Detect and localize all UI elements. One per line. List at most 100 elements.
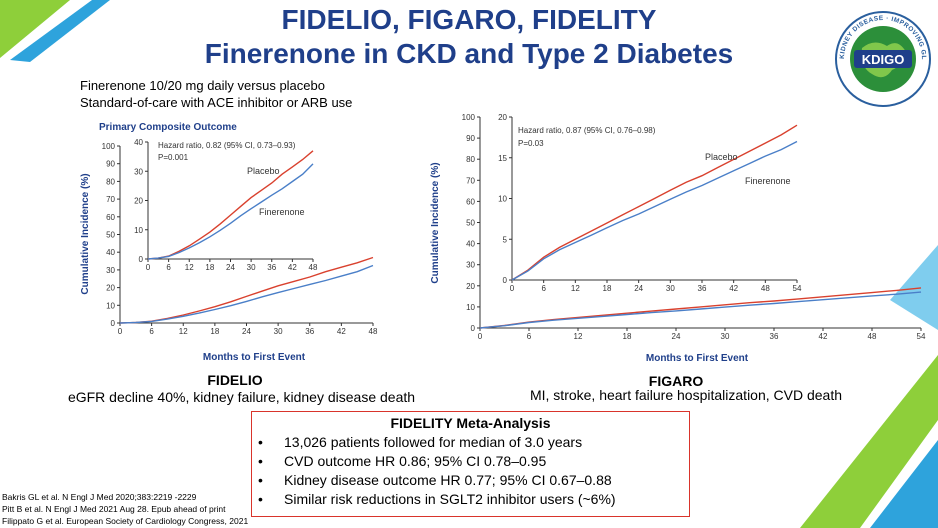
figaro-ylabel: Cumulative Incidence (%) xyxy=(430,162,441,283)
fidelio-main-line-finerenone xyxy=(119,264,374,324)
fidelio-inset-x-tick-label: 48 xyxy=(309,263,318,272)
figaro-legend-finerenone: Finerenone xyxy=(745,176,791,186)
figaro-main-y-tick-label: 70 xyxy=(466,176,475,185)
fidelio-inset-y-tick-label: 30 xyxy=(134,167,143,176)
figaro-main-x-tick-label: 6 xyxy=(527,332,532,341)
kdigo-logo: KDIGO KIDNEY DISEASE · IMPROVING GLOBAL … xyxy=(832,8,931,107)
deco-green-top xyxy=(0,0,70,58)
fidelio-main-x-tick-label: 18 xyxy=(210,327,219,336)
figaro-main-line-finerenone xyxy=(479,291,922,329)
slide-title-line2: Finerenone in CKD and Type 2 Diabetes xyxy=(204,38,734,69)
figaro-main-y-tick-label: 0 xyxy=(471,324,476,333)
figaro-inset-x-tick-label: 36 xyxy=(698,284,707,293)
bullet-marker: • xyxy=(258,472,263,488)
figaro-inset-x-tick-label: 48 xyxy=(761,284,770,293)
fidelio-label: FIDELIO xyxy=(207,372,263,388)
meta-bullet-text: Similar risk reductions in SGLT2 inhibit… xyxy=(284,491,616,507)
bullet-marker: • xyxy=(258,434,263,450)
figaro-inset-annotation-p: P=0.03 xyxy=(518,139,544,148)
fidelio-inset-plot: 0 10 20 30 40 0 6 12 18 24 30 36 42 48 xyxy=(134,138,318,272)
meta-bullet-item: • 13,026 patients followed for median of … xyxy=(258,434,582,451)
fidelio-inset-x-tick-label: 30 xyxy=(247,263,256,272)
fidelio-main-x-tick-label: 30 xyxy=(274,327,283,336)
figaro-main-x-tick-label: 24 xyxy=(672,332,681,341)
figaro-main-x-tick-label: 30 xyxy=(721,332,730,341)
figaro-main-x-tick-label: 42 xyxy=(819,332,828,341)
figaro-inset-line-finerenone xyxy=(511,140,798,281)
reference-filippato: Filippato G et al. European Society of C… xyxy=(2,516,249,526)
figaro-main-y-tick-label: 40 xyxy=(466,240,475,249)
fidelio-description: eGFR decline 40%, kidney failure, kidney… xyxy=(67,389,416,405)
fidelio-ylabel: Cumulative Incidence (%) xyxy=(80,173,91,294)
figaro-main-x-tick-label: 18 xyxy=(623,332,632,341)
logo-text: KDIGO xyxy=(862,52,905,67)
fidelio-main-y-tick-label: 20 xyxy=(106,284,115,293)
figaro-main-y-tick-label: 20 xyxy=(466,282,475,291)
fidelity-meta-title: FIDELITY Meta-Analysis xyxy=(390,415,551,431)
meta-bullet-text: 13,026 patients followed for median of 3… xyxy=(284,434,583,450)
fidelio-main-x-tick-label: 24 xyxy=(242,327,251,336)
fidelio-main-y-tick-label: 10 xyxy=(106,301,115,310)
fidelio-main-y-tick-label: 50 xyxy=(106,231,115,240)
fidelio-inset-y-tick-label: 20 xyxy=(134,197,143,206)
reference-pitt: Pitt B et al. N Engl J Med 2021 Aug 28. … xyxy=(2,504,226,514)
intro-soc-text: Standard-of-care with ACE inhibitor or A… xyxy=(80,95,353,110)
reference-bakris: Bakris GL et al. N Engl J Med 2020;383:2… xyxy=(2,492,197,502)
figaro-main-line-placebo xyxy=(479,287,922,329)
figaro-legend-placebo: Placebo xyxy=(705,152,738,162)
fidelio-inset-x-tick-label: 12 xyxy=(185,263,194,272)
fidelio-chart-title: Primary Composite Outcome xyxy=(99,122,237,133)
fidelio-main-x-tick-label: 36 xyxy=(305,327,314,336)
figaro-inset-x-tick-label: 30 xyxy=(666,284,675,293)
fidelio-main-y-tick-label: 80 xyxy=(106,177,115,186)
figaro-inset-x-tick-label: 0 xyxy=(510,284,515,293)
deco-blue-bottom-right xyxy=(870,440,938,528)
meta-bullet-item: • CVD outcome HR 0.86; 95% CI 0.78–0.95 xyxy=(258,453,546,470)
fidelio-inset-x-tick-label: 18 xyxy=(205,263,214,272)
fidelio-main-y-tick-label: 0 xyxy=(111,319,116,328)
figaro-main-y-tick-label: 60 xyxy=(466,197,475,206)
fidelio-legend-placebo: Placebo xyxy=(247,166,280,176)
figaro-xlabel: Months to First Event xyxy=(646,353,749,364)
meta-bullet-text: CVD outcome HR 0.86; 95% CI 0.78–0.95 xyxy=(284,453,547,469)
figaro-inset-x-tick-label: 12 xyxy=(571,284,580,293)
figaro-inset-x-tick-label: 6 xyxy=(541,284,546,293)
figaro-inset-x-tick-label: 18 xyxy=(603,284,612,293)
deco-blue-right xyxy=(890,245,938,330)
figaro-inset-x-tick-label: 42 xyxy=(729,284,738,293)
fidelio-main-y-tick-label: 100 xyxy=(102,142,116,151)
fidelio-main-x-tick-label: 42 xyxy=(337,327,346,336)
figaro-main-x-tick-label: 54 xyxy=(917,332,926,341)
fidelio-chart: Primary Composite Outcome 01020304050607… xyxy=(80,122,378,363)
figaro-main-y-tick-label: 90 xyxy=(466,134,475,143)
fidelio-inset-y-tick-label: 0 xyxy=(139,255,144,264)
figaro-main-y-tick-label: 10 xyxy=(466,303,475,312)
figaro-main-x-tick-label: 12 xyxy=(574,332,583,341)
deco-blue-top xyxy=(10,0,110,62)
deco-green-bottom-right xyxy=(800,355,938,528)
figaro-description: MI, stroke, heart failure hospitalizatio… xyxy=(529,387,843,403)
figaro-inset-x-tick-label: 54 xyxy=(793,284,802,293)
figaro-inset-x-tick-label: 24 xyxy=(634,284,643,293)
fidelio-inset-y-tick-label: 10 xyxy=(134,226,143,235)
fidelio-inset-x-tick-label: 0 xyxy=(146,263,151,272)
fidelity-meta-box: FIDELITY Meta-Analysis • 13,026 patients … xyxy=(251,411,690,517)
slide-title-line1: FIDELIO, FIGARO, FIDELITY xyxy=(281,4,657,35)
fidelio-inset-y-tick-label: 40 xyxy=(134,138,143,147)
fidelio-main-y-tick-label: 60 xyxy=(106,213,115,222)
figaro-main-y-tick-label: 50 xyxy=(466,219,475,228)
figaro-inset-y-tick-label: 20 xyxy=(498,113,507,122)
fidelio-main-y-tick-label: 30 xyxy=(106,266,115,275)
figaro-label: FIGARO xyxy=(648,373,704,389)
figaro-inset-y-tick-label: 10 xyxy=(498,195,507,204)
meta-bullet-text: Kidney disease outcome HR 0.77; 95% CI 0… xyxy=(284,472,612,488)
fidelio-inset-x-tick-label: 36 xyxy=(267,263,276,272)
meta-bullet-item: • Kidney disease outcome HR 0.77; 95% CI … xyxy=(258,472,612,489)
intro-dose-text: Finerenone 10/20 mg daily versus placebo xyxy=(80,78,325,93)
figaro-main-y-tick-label: 100 xyxy=(462,113,476,122)
fidelio-main-x-tick-label: 12 xyxy=(179,327,188,336)
fidelio-inset-annotation-hr: Hazard ratio, 0.82 (95% CI, 0.73–0.93) xyxy=(158,141,296,150)
fidelio-xlabel: Months to First Event xyxy=(203,352,306,363)
